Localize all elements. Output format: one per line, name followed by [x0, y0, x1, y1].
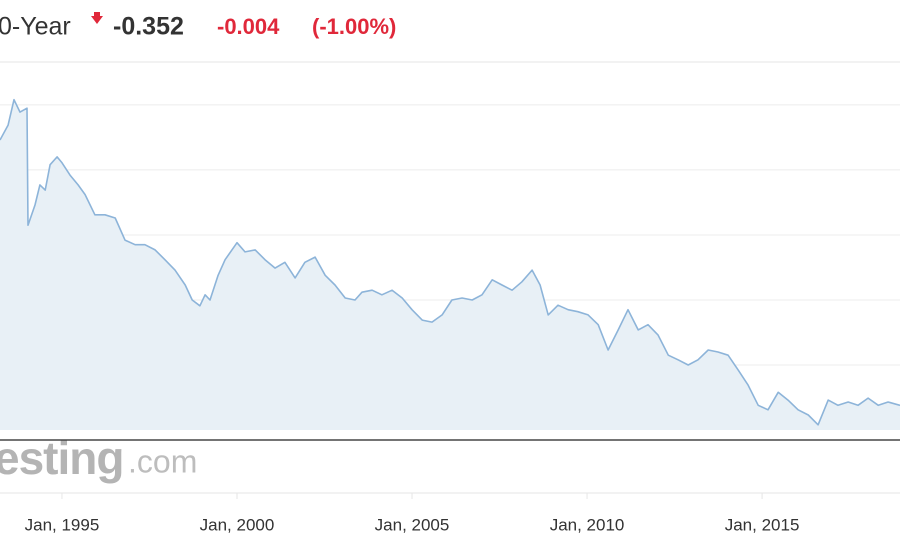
- x-tick-label: Jan, 2005: [375, 515, 450, 534]
- instrument-name: 0-Year: [0, 13, 71, 41]
- line: [0, 98, 900, 426]
- x-tick-label: Jan, 2015: [725, 515, 800, 534]
- watermark-suffix: .com: [128, 443, 197, 479]
- plot: [0, 98, 900, 430]
- x-axis: Jan, 1995 Jan, 2000 Jan, 2005 Jan, 2010 Jan,…: [25, 493, 800, 534]
- watermark: esting .com: [0, 432, 197, 484]
- down-arrow-icon: [91, 12, 103, 24]
- x-tick-label: Jan, 2000: [200, 515, 275, 534]
- price: -0.352: [113, 13, 184, 41]
- area-fill: [0, 99, 900, 430]
- header: 0-Year -0.352 -0.004 (-1.00%): [0, 12, 396, 41]
- x-tick-label: Jan, 2010: [550, 515, 625, 534]
- watermark-brand: esting: [0, 432, 123, 484]
- change: -0.004: [217, 14, 280, 39]
- x-tick-label: Jan, 1995: [25, 515, 100, 534]
- change-percent: (-1.00%): [312, 14, 396, 39]
